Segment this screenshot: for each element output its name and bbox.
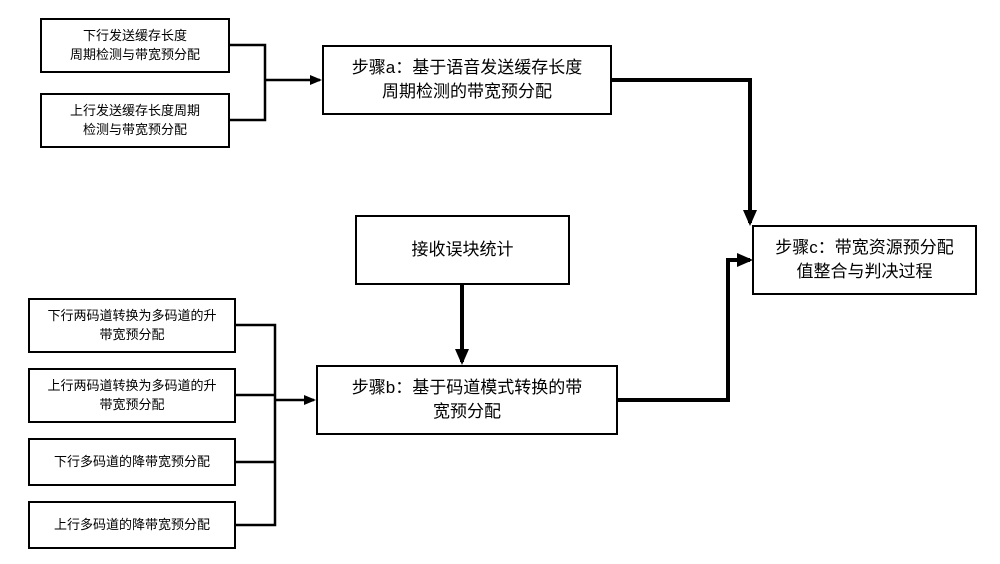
- box-step-c: 步骤c：带宽资源预分配值整合与判决过程: [752, 225, 977, 295]
- label: 上行多码道的降带宽预分配: [54, 516, 210, 534]
- box-uplink-buffer: 上行发送缓存长度周期检测与带宽预分配: [40, 93, 230, 148]
- box-uplink-multi-down: 上行多码道的降带宽预分配: [28, 501, 236, 549]
- label: 步骤c：带宽资源预分配值整合与判决过程: [775, 236, 954, 284]
- label: 步骤a：基于语音发送缓存长度周期检测的带宽预分配: [352, 56, 582, 104]
- label: 下行两码道转换为多码道的升带宽预分配: [47, 307, 216, 343]
- box-error-stat: 接收误块统计: [355, 215, 570, 285]
- label: 下行发送缓存长度周期检测与带宽预分配: [70, 27, 200, 63]
- box-step-a: 步骤a：基于语音发送缓存长度周期检测的带宽预分配: [322, 45, 612, 115]
- box-step-b: 步骤b：基于码道模式转换的带宽预分配: [316, 365, 618, 435]
- label: 接收误块统计: [412, 238, 514, 262]
- box-downlink-two-to-multi: 下行两码道转换为多码道的升带宽预分配: [28, 298, 236, 353]
- label: 下行多码道的降带宽预分配: [54, 453, 210, 471]
- box-uplink-two-to-multi: 上行两码道转换为多码道的升带宽预分配: [28, 368, 236, 423]
- label: 步骤b：基于码道模式转换的带宽预分配: [352, 376, 582, 424]
- label: 上行发送缓存长度周期检测与带宽预分配: [70, 102, 200, 138]
- box-downlink-multi-down: 下行多码道的降带宽预分配: [28, 438, 236, 486]
- box-downlink-buffer: 下行发送缓存长度周期检测与带宽预分配: [40, 18, 230, 73]
- label: 上行两码道转换为多码道的升带宽预分配: [47, 377, 216, 413]
